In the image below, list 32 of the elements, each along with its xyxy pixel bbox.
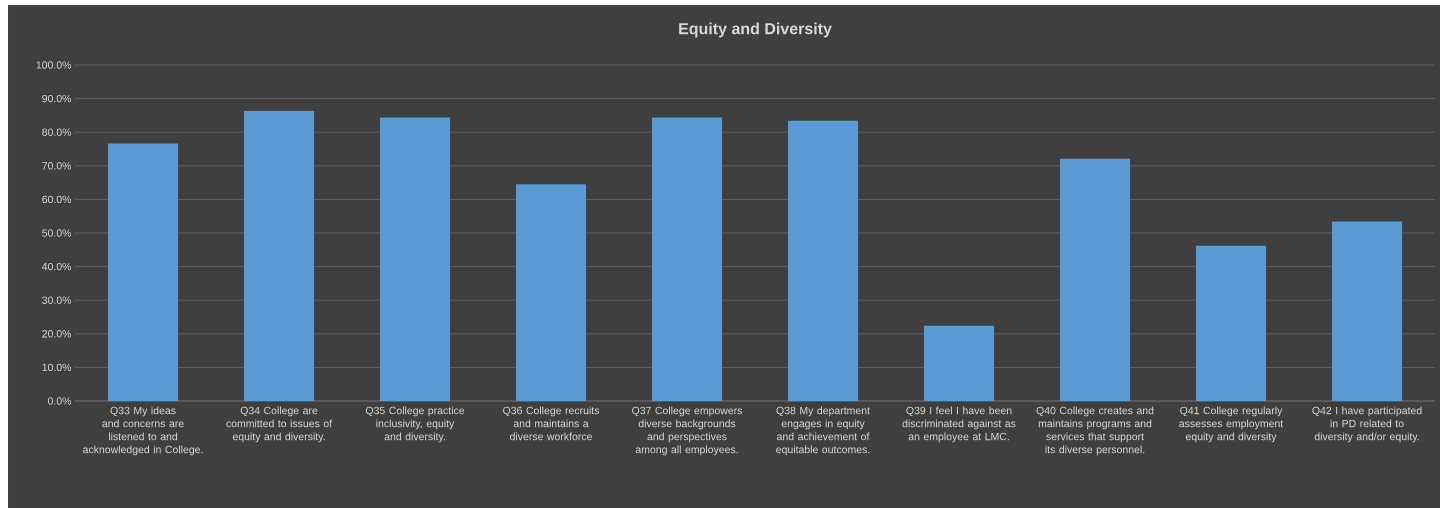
y-tick-label: 40.0% [41, 262, 72, 271]
x-tick-label: Q35 College practice inclusivity, equity and diversity. [365, 406, 465, 443]
bar [380, 117, 451, 401]
y-tick-label: 100.0% [36, 61, 72, 69]
x-tick-label: Q38 My department engages in equity and achievement of equitable outcomes. [776, 406, 870, 456]
bar [1060, 158, 1131, 401]
x-tick-label: Q33 My ideas and concerns are listened to and acknowledged in College. [83, 406, 203, 456]
y-tick-label: 0.0% [47, 397, 72, 405]
x-tick-label: Q36 College recruits and maintains a diverse workforce [503, 406, 600, 441]
bar [788, 120, 859, 401]
bar [516, 184, 587, 401]
y-tick-label: 50.0% [42, 229, 72, 237]
bar [1196, 245, 1267, 401]
x-tick-label: Q39 I feel I have been discriminated against as an employee at LMC. [902, 406, 1016, 443]
y-tick-label: 10.0% [42, 363, 72, 372]
y-tick-label: 90.0% [42, 94, 72, 103]
x-tick-label: Q37 College empowers diverse backgrounds and perspectives among all employees. [632, 406, 743, 456]
bar [652, 117, 723, 401]
y-tick-label: 20.0% [42, 330, 72, 338]
chart-title: Equity and Diversity [679, 22, 832, 38]
bar [108, 143, 179, 401]
x-tick-label: Q41 College regularly assesses employment equity and diversity [1179, 406, 1284, 443]
y-tick-label: 80.0% [42, 128, 72, 136]
bar [924, 325, 995, 401]
x-tick-label: Q34 College are committed to issues of equity and diversity. [226, 406, 333, 443]
y-tick-label: 60.0% [42, 195, 72, 204]
x-tick-label: Q40 College creates and maintains programs and services that support its diverse personnel. [1036, 406, 1154, 456]
y-tick-label: 70.0% [42, 162, 72, 170]
y-tick-label: 30.0% [42, 296, 72, 304]
x-tick-label: Q42 I have participated in PD related to diversity and/or equity. [1312, 406, 1422, 443]
bar [244, 110, 315, 401]
bar [1332, 221, 1403, 401]
